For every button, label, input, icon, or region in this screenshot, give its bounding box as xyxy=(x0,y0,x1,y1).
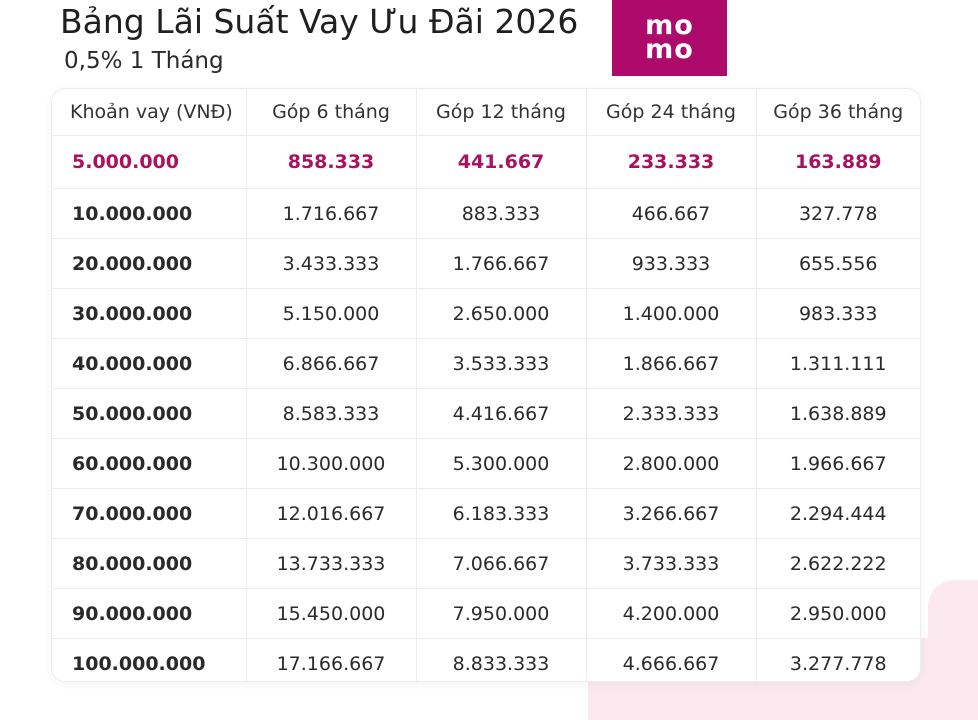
payment-36-months-cell: 163.889 xyxy=(756,135,920,189)
payment-24-months-cell: 3.266.667 xyxy=(586,488,757,539)
payment-12-months-cell: 2.650.000 xyxy=(416,288,587,339)
table-row: 50.000.000 8.583.333 4.416.667 2.333.333 1.6… xyxy=(52,388,920,439)
loan-rate-table-card: Khoản vay (VNĐ) Góp 6 tháng Góp 12 tháng… xyxy=(51,88,921,682)
loan-amount-cell: 90.000.000 xyxy=(52,588,247,639)
table-row: 30.000.000 5.150.000 2.650.000 1.400.000 983… xyxy=(52,288,920,339)
table-row: 100.000.000 17.166.667 8.833.333 4.666.667 3… xyxy=(52,638,920,681)
table-header-row: Khoản vay (VNĐ) Góp 6 tháng Góp 12 tháng… xyxy=(52,89,920,136)
loan-amount-cell: 30.000.000 xyxy=(52,288,247,339)
payment-12-months-cell: 441.667 xyxy=(416,135,587,189)
payment-36-months-cell: 327.778 xyxy=(756,188,920,239)
payment-12-months-cell: 7.066.667 xyxy=(416,538,587,589)
payment-12-months-cell: 7.950.000 xyxy=(416,588,587,639)
payment-36-months-cell: 2.622.222 xyxy=(756,538,920,589)
page-subtitle: 0,5% 1 Tháng xyxy=(64,48,224,74)
loan-rate-table: Khoản vay (VNĐ) Góp 6 tháng Góp 12 tháng… xyxy=(52,89,920,681)
payment-12-months-cell: 3.533.333 xyxy=(416,338,587,389)
column-header-6-months: Góp 6 tháng xyxy=(246,89,417,136)
table-row: 80.000.000 13.733.333 7.066.667 3.733.333 2.… xyxy=(52,538,920,589)
loan-amount-cell: 80.000.000 xyxy=(52,538,247,589)
payment-24-months-cell: 233.333 xyxy=(586,135,757,189)
payment-6-months-cell: 5.150.000 xyxy=(246,288,417,339)
payment-6-months-cell: 858.333 xyxy=(246,135,417,189)
payment-24-months-cell: 4.666.667 xyxy=(586,638,757,681)
table-row: 5.000.000 858.333 441.667 233.333 163.889 xyxy=(52,135,920,189)
table-row: 10.000.000 1.716.667 883.333 466.667 327.778 xyxy=(52,188,920,239)
payment-36-months-cell: 2.294.444 xyxy=(756,488,920,539)
column-header-24-months: Góp 24 tháng xyxy=(586,89,757,136)
payment-24-months-cell: 2.800.000 xyxy=(586,438,757,489)
loan-amount-cell: 60.000.000 xyxy=(52,438,247,489)
page-title: Bảng Lãi Suất Vay Ưu Đãi 2026 xyxy=(60,2,579,41)
column-header-12-months: Góp 12 tháng xyxy=(416,89,587,136)
payment-36-months-cell: 1.638.889 xyxy=(756,388,920,439)
payment-6-months-cell: 1.716.667 xyxy=(246,188,417,239)
payment-24-months-cell: 466.667 xyxy=(586,188,757,239)
payment-36-months-cell: 983.333 xyxy=(756,288,920,339)
payment-12-months-cell: 883.333 xyxy=(416,188,587,239)
payment-12-months-cell: 5.300.000 xyxy=(416,438,587,489)
column-header-36-months: Góp 36 tháng xyxy=(756,89,920,136)
payment-6-months-cell: 6.866.667 xyxy=(246,338,417,389)
payment-12-months-cell: 4.416.667 xyxy=(416,388,587,439)
table-row: 70.000.000 12.016.667 6.183.333 3.266.667 2.… xyxy=(52,488,920,539)
payment-12-months-cell: 1.766.667 xyxy=(416,238,587,289)
payment-6-months-cell: 8.583.333 xyxy=(246,388,417,439)
payment-12-months-cell: 8.833.333 xyxy=(416,638,587,681)
payment-6-months-cell: 3.433.333 xyxy=(246,238,417,289)
table-row: 40.000.000 6.866.667 3.533.333 1.866.667 1.3… xyxy=(52,338,920,389)
payment-6-months-cell: 10.300.000 xyxy=(246,438,417,489)
payment-36-months-cell: 1.966.667 xyxy=(756,438,920,489)
payment-6-months-cell: 12.016.667 xyxy=(246,488,417,539)
logo-text-bottom: mo xyxy=(645,34,694,65)
table-row: 20.000.000 3.433.333 1.766.667 933.333 655.5… xyxy=(52,238,920,289)
payment-36-months-cell: 1.311.111 xyxy=(756,338,920,389)
loan-amount-cell: 10.000.000 xyxy=(52,188,247,239)
logo-text-top: mo xyxy=(645,10,694,41)
payment-24-months-cell: 3.733.333 xyxy=(586,538,757,589)
payment-36-months-cell: 655.556 xyxy=(756,238,920,289)
loan-amount-cell: 5.000.000 xyxy=(52,135,247,189)
table-row: 90.000.000 15.450.000 7.950.000 4.200.000 2.… xyxy=(52,588,920,639)
table-row: 60.000.000 10.300.000 5.300.000 2.800.000 1.… xyxy=(52,438,920,489)
background-decoration-corner xyxy=(928,580,978,638)
loan-amount-cell: 20.000.000 xyxy=(52,238,247,289)
payment-24-months-cell: 1.400.000 xyxy=(586,288,757,339)
column-header-loan-amount: Khoản vay (VNĐ) xyxy=(52,89,247,136)
payment-36-months-cell: 3.277.778 xyxy=(789,652,887,675)
payment-24-months-cell: 1.866.667 xyxy=(586,338,757,389)
loan-amount-cell: 100.000.000 xyxy=(52,638,247,681)
loan-amount-cell: 70.000.000 xyxy=(52,488,247,539)
loan-amount-cell: 50.000.000 xyxy=(52,388,247,439)
payment-6-months-cell: 17.166.667 xyxy=(246,638,417,681)
payment-36-months-cell: 2.950.000 xyxy=(756,588,920,639)
payment-24-months-cell: 2.333.333 xyxy=(586,388,757,439)
payment-24-months-cell: 933.333 xyxy=(586,238,757,289)
payment-12-months-cell: 6.183.333 xyxy=(416,488,587,539)
loan-amount-cell: 40.000.000 xyxy=(52,338,247,389)
payment-24-months-cell: 4.200.000 xyxy=(586,588,757,639)
payment-6-months-cell: 15.450.000 xyxy=(246,588,417,639)
payment-6-months-cell: 13.733.333 xyxy=(246,538,417,589)
momo-logo: mo mo xyxy=(612,0,727,76)
